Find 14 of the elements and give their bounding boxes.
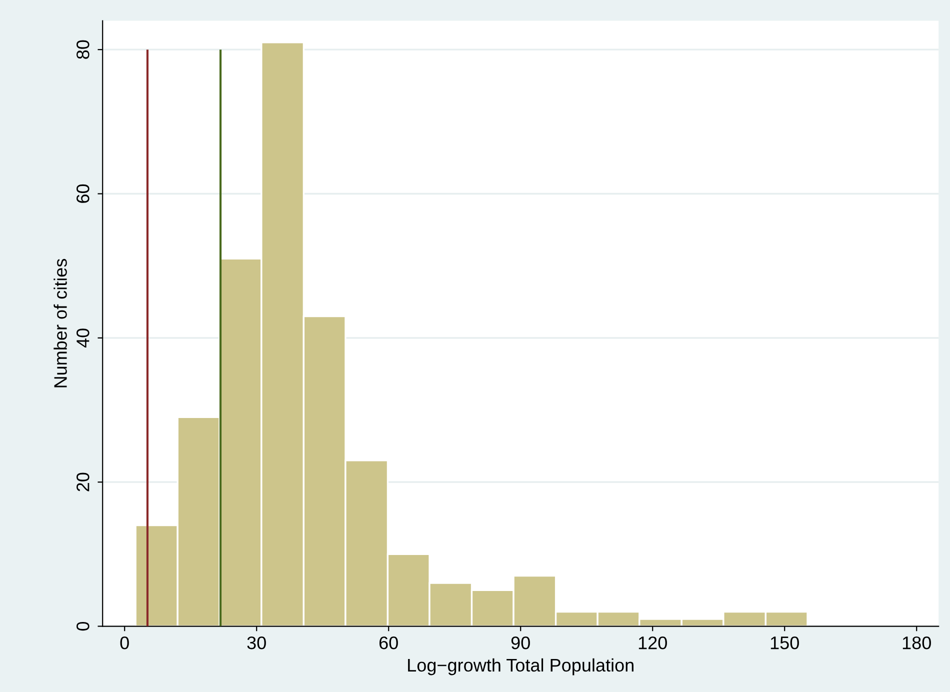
- y-tick-label: 80: [76, 40, 90, 59]
- x-tick-label: 60: [379, 636, 398, 650]
- x-tick-label: 180: [902, 636, 931, 650]
- x-tick-label: 0: [120, 636, 129, 650]
- y-tick-label: 20: [76, 472, 90, 492]
- x-tick-label: 30: [247, 636, 266, 650]
- y-tick-label: 60: [76, 184, 90, 203]
- y-axis-title: Number of cities: [54, 258, 67, 388]
- x-tick-label: 150: [770, 636, 799, 650]
- x-tick-label: 90: [511, 636, 530, 650]
- x-tick-label: 120: [638, 636, 667, 650]
- y-tick-label: 0: [76, 622, 90, 631]
- y-tick-label: 40: [76, 328, 90, 348]
- x-axis-title: Log−growth Total Population: [408, 658, 634, 676]
